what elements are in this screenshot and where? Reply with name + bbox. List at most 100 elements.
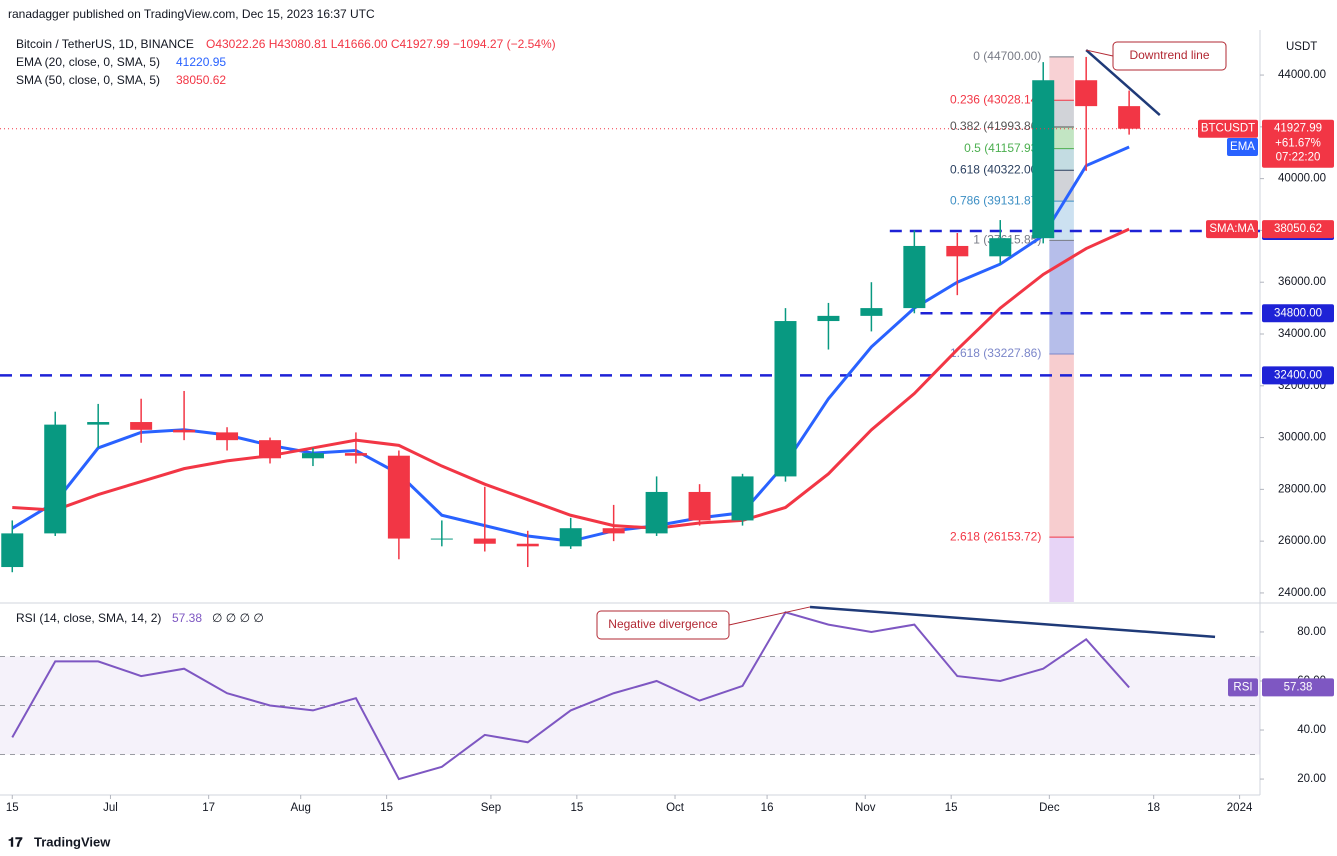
candle-body xyxy=(130,422,153,430)
candle-body xyxy=(860,308,883,316)
rsi-line xyxy=(11,611,1130,781)
rsi-value: 57.38 xyxy=(172,611,202,625)
candle-body xyxy=(688,491,711,521)
candle-body xyxy=(516,543,539,547)
fib-zone xyxy=(1049,353,1074,538)
footer-brand: TradingView xyxy=(34,834,111,849)
rsi-tag xyxy=(1228,678,1258,697)
y-tick-label: 80.00 xyxy=(1297,626,1326,638)
callout-box xyxy=(1112,41,1227,71)
ma-badge-value: 38050.62 xyxy=(1274,223,1322,235)
level-badge-label: 32400.00 xyxy=(1274,369,1322,381)
candle-body xyxy=(903,245,926,309)
publish-note: ranadagger published on TradingView.com,… xyxy=(8,7,375,21)
y-tick-label: 44000.00 xyxy=(1278,69,1326,81)
candle-body xyxy=(774,321,797,477)
candle-body xyxy=(989,238,1012,257)
x-tick-label: Jul xyxy=(103,802,118,814)
candle-body xyxy=(946,245,969,257)
legend-value: 41220.95 xyxy=(176,55,226,69)
x-tick-label: 2024 xyxy=(1227,802,1253,814)
symbol-tag-label: BTCUSDT xyxy=(1201,123,1255,135)
fib-label: 0.618 (40322.00) xyxy=(950,162,1041,176)
x-tick-label: 15 xyxy=(380,802,393,814)
candle-body xyxy=(301,453,324,459)
x-tick-label: 15 xyxy=(945,802,958,814)
ma-tag xyxy=(1227,138,1258,157)
callout-text: Negative divergence xyxy=(608,617,718,631)
x-tick-label: Nov xyxy=(855,802,876,814)
level-badge xyxy=(1262,366,1334,385)
candle-body xyxy=(1118,106,1141,129)
rsi-tag-label: RSI xyxy=(1233,681,1252,693)
candle-body xyxy=(387,455,410,539)
x-tick-label: 18 xyxy=(1147,802,1160,814)
candle-body xyxy=(1032,80,1055,239)
fib-label: 1.618 (33227.86) xyxy=(950,346,1041,360)
callout-pointer xyxy=(728,606,811,626)
x-tick-label: 17 xyxy=(202,802,215,814)
level-badge xyxy=(1262,304,1334,323)
candle-body xyxy=(430,538,453,540)
ma-badge xyxy=(1262,220,1334,239)
x-tick-label: Aug xyxy=(290,802,310,814)
candle-body xyxy=(173,429,196,433)
price-badge-countdown: 07:22:20 xyxy=(1276,152,1321,164)
candle-body xyxy=(473,538,496,544)
y-tick-label: 20.00 xyxy=(1297,773,1326,785)
legend-name: SMA (50, close, 0, SMA, 5) xyxy=(16,73,160,87)
candle-body xyxy=(817,315,840,322)
callout-box xyxy=(596,610,730,640)
trendline xyxy=(809,605,1216,639)
candle-body xyxy=(344,453,367,456)
candle-body xyxy=(559,528,582,547)
candle-body xyxy=(645,491,668,534)
candle-body xyxy=(44,424,67,534)
candle-body xyxy=(87,422,110,425)
x-tick-label: 16 xyxy=(761,802,774,814)
x-tick-label: 15 xyxy=(570,802,583,814)
logo: 𝟏𝟕 xyxy=(8,834,23,849)
legend-value: 38050.62 xyxy=(176,73,226,87)
fib-zone xyxy=(1049,537,1074,602)
y-tick-label: 36000.00 xyxy=(1278,276,1326,288)
y-tick-label: 40.00 xyxy=(1297,724,1326,736)
rsi-badge-value: 57.38 xyxy=(1284,681,1313,693)
y-tick-label: 40000.00 xyxy=(1278,173,1326,185)
candle-body xyxy=(216,432,239,441)
y-tick-label: 30000.00 xyxy=(1278,432,1326,444)
ma-tag-label: EMA xyxy=(1230,141,1255,153)
y-tick-label: 24000.00 xyxy=(1278,587,1326,599)
trendline xyxy=(1085,49,1161,116)
ma-tag xyxy=(1206,220,1258,239)
callout-pointer xyxy=(1086,49,1114,57)
candle-body xyxy=(1,533,24,568)
level-badge-label: 34800.00 xyxy=(1274,307,1322,319)
candle-body xyxy=(259,440,282,459)
fib-zone xyxy=(1049,127,1074,149)
ohlc: O43022.26 H43080.81 L41666.00 C41927.99 … xyxy=(206,37,556,51)
x-tick-label: Dec xyxy=(1039,802,1060,814)
price-badge-change: +61.67% xyxy=(1275,138,1321,150)
rsi-title: RSI (14, close, SMA, 14, 2) xyxy=(16,611,161,625)
x-tick-label: Sep xyxy=(481,802,501,814)
legend-name: EMA (20, close, 0, SMA, 5) xyxy=(16,55,160,69)
symbol-title: Bitcoin / TetherUS, 1D, BINANCE xyxy=(16,37,194,51)
symbol-tag xyxy=(1198,119,1258,138)
fib-zone xyxy=(1049,148,1074,171)
fib-label: 0.382 (41993.86) xyxy=(950,119,1041,133)
callout-text: Downtrend line xyxy=(1129,48,1209,62)
ma-line xyxy=(12,227,1130,530)
price-badge xyxy=(1262,119,1334,168)
y-tick-label: 34000.00 xyxy=(1278,328,1326,340)
y-tick-label: 28000.00 xyxy=(1278,483,1326,495)
ma-tag-label: SMA:MA xyxy=(1209,223,1255,235)
fib-label: 0 (44700.00) xyxy=(973,49,1041,63)
candle-body xyxy=(731,476,754,521)
currency: USDT xyxy=(1286,41,1317,53)
fib-label: 0.236 (43028.14) xyxy=(950,92,1041,106)
y-tick-label: 26000.00 xyxy=(1278,535,1326,547)
fib-label: 0.786 (39131.87) xyxy=(950,193,1041,207)
fib-label: 2.618 (26153.72) xyxy=(950,529,1041,543)
